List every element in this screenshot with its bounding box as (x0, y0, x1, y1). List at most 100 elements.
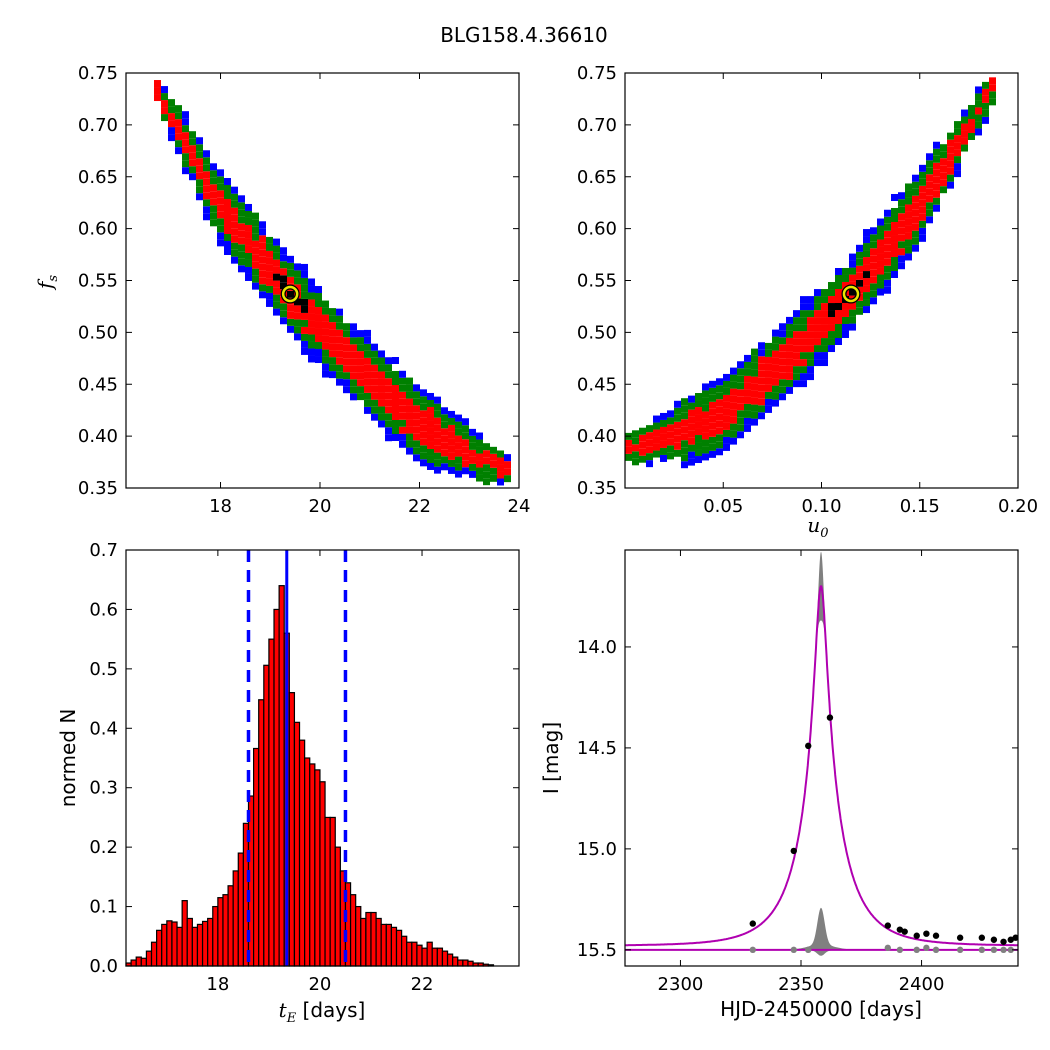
posterior-cell (968, 118, 975, 126)
posterior-cell (891, 270, 898, 278)
posterior-cell (835, 289, 842, 297)
posterior-cell (975, 86, 982, 94)
posterior-cell (947, 181, 954, 189)
posterior-cell (315, 307, 322, 315)
posterior-cell (716, 406, 723, 414)
posterior-cell (807, 338, 814, 346)
y-tick-label: 0.40 (78, 426, 118, 447)
posterior-cell (413, 398, 420, 406)
posterior-cell (695, 393, 702, 401)
data-point (790, 847, 797, 855)
posterior-cell (336, 315, 343, 323)
histogram-bar (273, 608, 280, 967)
posterior-cell (189, 173, 196, 181)
posterior-cell (252, 240, 259, 248)
posterior-cell (891, 214, 898, 222)
posterior-cell (217, 176, 224, 184)
posterior-cell (849, 323, 856, 331)
posterior-cell (926, 195, 933, 203)
posterior-cell (730, 423, 737, 431)
posterior-cell (399, 426, 406, 434)
posterior-cell (814, 303, 821, 311)
posterior-cell (504, 461, 511, 469)
posterior-cell (779, 379, 786, 387)
posterior-cell (835, 303, 842, 311)
posterior-cell (681, 426, 688, 434)
posterior-cell (765, 349, 772, 357)
posterior-cell (807, 310, 814, 318)
posterior-cell (807, 296, 814, 304)
posterior-cell (688, 416, 695, 424)
posterior-cell (406, 405, 413, 413)
posterior-cell (856, 307, 863, 315)
posterior-cell (469, 435, 476, 443)
residual-point (923, 944, 930, 952)
posterior-cell (238, 195, 245, 203)
posterior-cell (483, 450, 490, 458)
posterior-cell (448, 459, 455, 467)
posterior-cell (821, 310, 828, 318)
posterior-cell (912, 188, 919, 196)
panel-u0-fs: 0.05 0.10 0.15 0.20 0.35 0.40 0.45 0.50 0.55 0.60… (577, 63, 1038, 541)
posterior-cell (674, 435, 681, 443)
posterior-cell (744, 403, 751, 411)
posterior-cell (455, 442, 462, 450)
posterior-cell (863, 243, 870, 251)
posterior-cell (350, 351, 357, 359)
posterior-cell (343, 323, 350, 331)
posterior-cell (849, 267, 856, 275)
posterior-cell (252, 226, 259, 234)
posterior-cell (933, 190, 940, 198)
posterior-cell (954, 128, 961, 136)
posterior-cell (982, 95, 989, 103)
posterior-cell (632, 444, 639, 452)
posterior-cell (786, 344, 793, 352)
posterior-cell (835, 282, 842, 290)
posterior-cell (681, 447, 688, 455)
posterior-cell (245, 238, 252, 246)
posterior-cell (667, 445, 674, 453)
posterior-cell (723, 429, 730, 437)
posterior-cell (350, 358, 357, 366)
posterior-cell (385, 420, 392, 428)
posterior-cell (821, 359, 828, 367)
posterior-cell (947, 167, 954, 175)
posterior-cell (863, 278, 870, 286)
posterior-cell (462, 439, 469, 447)
posterior-cell (322, 335, 329, 343)
posterior-cell (259, 249, 266, 257)
y-axis-label: I [mag] (539, 722, 563, 794)
posterior-cell (315, 335, 322, 343)
posterior-cell (926, 216, 933, 224)
posterior-cell (357, 393, 364, 401)
posterior-cell (308, 285, 315, 293)
posterior-cell (217, 218, 224, 226)
posterior-cell (681, 454, 688, 462)
posterior-cell (716, 399, 723, 407)
posterior-cell (625, 446, 632, 454)
posterior-cell (856, 244, 863, 252)
posterior-cell (315, 349, 322, 357)
posterior-cell (772, 357, 779, 365)
posterior-cell (639, 441, 646, 449)
posterior-cell (280, 254, 287, 262)
y-axis-label: normed N (56, 709, 80, 808)
histogram-bar (186, 917, 193, 967)
posterior-cell (807, 373, 814, 381)
posterior-cell (870, 227, 877, 235)
posterior-cell (863, 271, 870, 279)
posterior-cell (758, 384, 765, 392)
posterior-cell (210, 177, 217, 185)
posterior-cell (462, 418, 469, 426)
posterior-cell (203, 213, 210, 221)
posterior-cell (730, 367, 737, 375)
posterior-cell (161, 86, 168, 94)
histogram-bar (370, 911, 377, 967)
posterior-cell (399, 412, 406, 420)
posterior-cell (497, 450, 504, 458)
posterior-cell (919, 234, 926, 242)
residual-band (625, 907, 1018, 956)
y-tick-label: 0.0 (89, 956, 118, 977)
posterior-cell (252, 275, 259, 283)
posterior-cell (709, 387, 716, 395)
